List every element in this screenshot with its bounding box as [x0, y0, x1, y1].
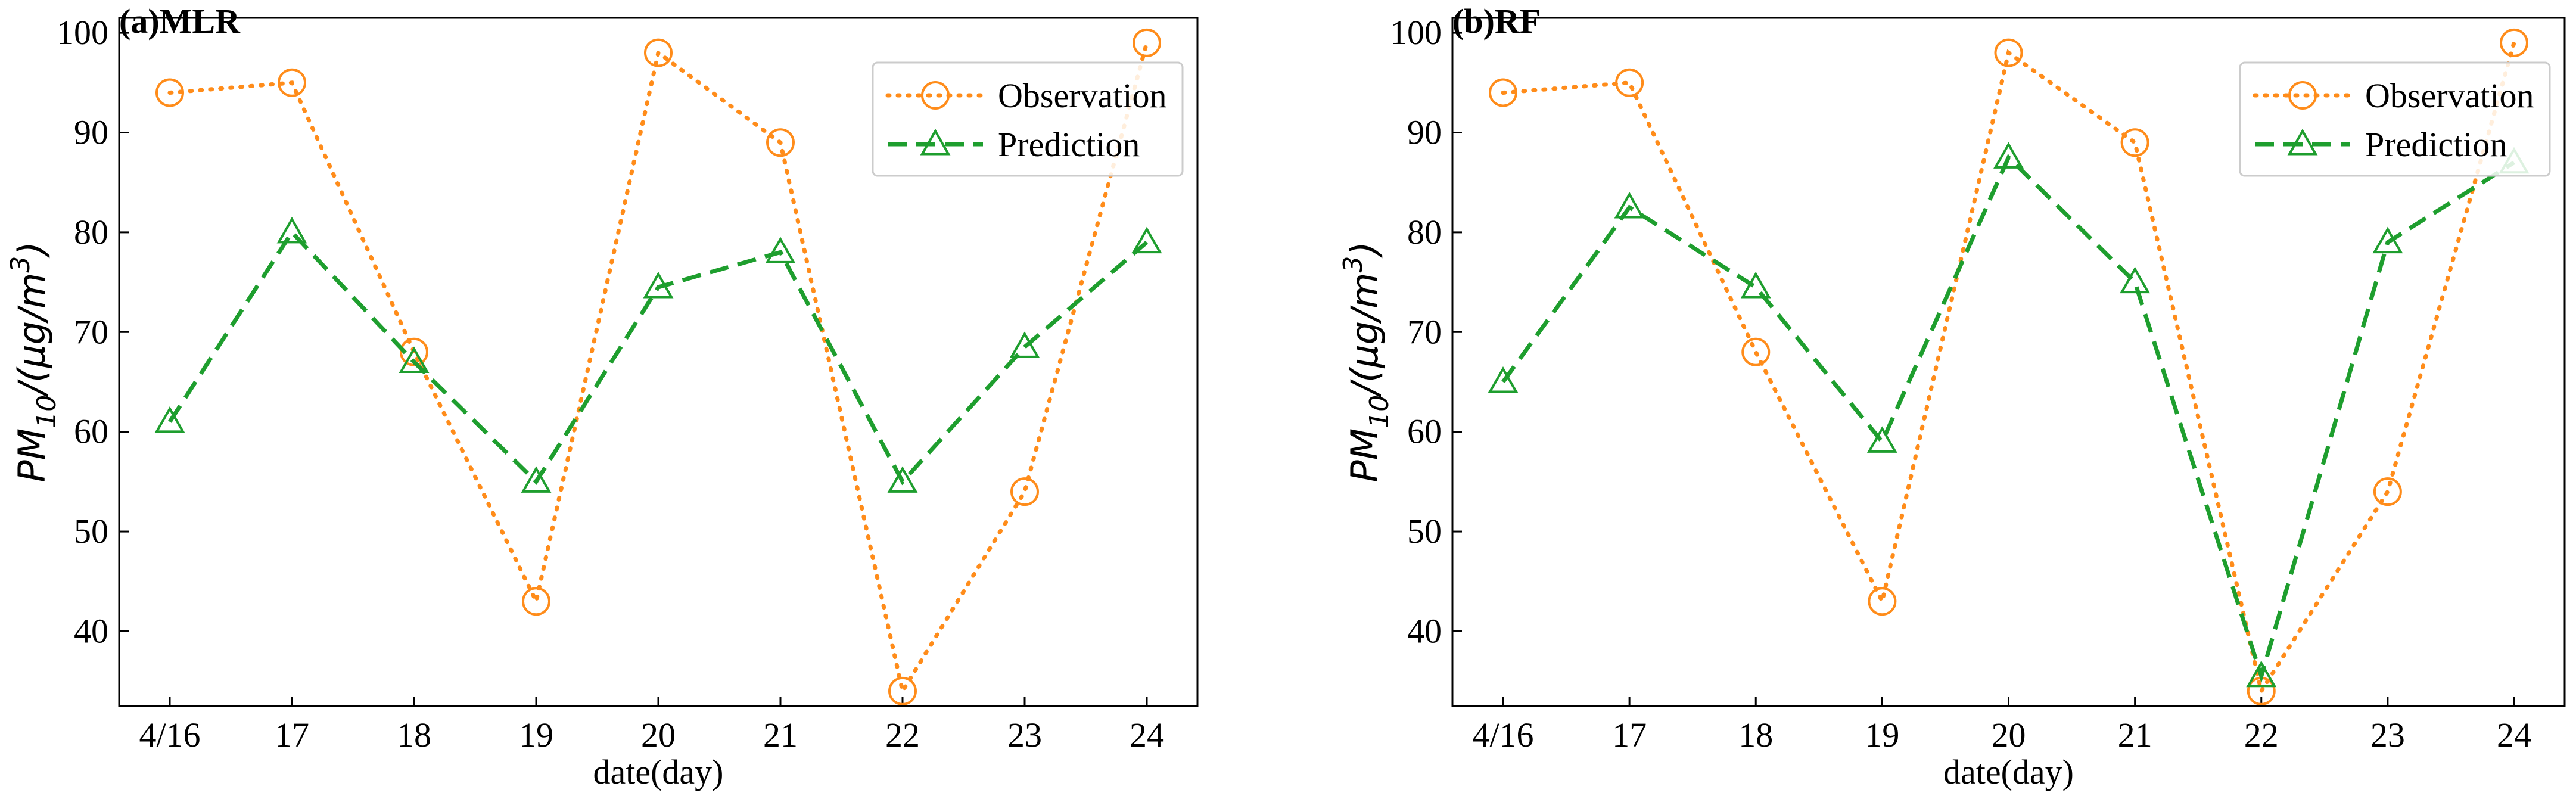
y-axis-label: PM10/(μg/m3) [1338, 241, 1395, 482]
legend-box [872, 61, 1184, 177]
x-tick-label: 4/16 [139, 716, 200, 754]
y-tick-label: 80 [74, 213, 108, 251]
observation-line [1501, 41, 2516, 697]
observation-point [644, 38, 673, 67]
chart-panel-rf: (b)RF 40 50 60 70 80 90 100 4/16 17 18 19 20 21 22 23 24… [1338, 2, 2566, 791]
legend-box [2239, 61, 2551, 177]
x-tick-label: 17 [1612, 716, 1647, 754]
observation-point [2120, 128, 2149, 157]
y-tick-label: 70 [74, 312, 108, 351]
y-tick-label: 80 [1407, 213, 1442, 251]
observation-point [278, 68, 306, 97]
y-tick-label: 100 [1390, 13, 1442, 52]
y-tick-label: 60 [1407, 412, 1442, 451]
prediction-point [1866, 426, 1897, 453]
y-tick-label: 90 [1407, 113, 1442, 152]
legend-prediction-marker [920, 128, 951, 156]
y-tick-label: 60 [74, 412, 108, 451]
x-tick-label: 23 [2370, 716, 2405, 754]
y-tick-label: 40 [1407, 611, 1442, 650]
y-tick-label: 100 [57, 13, 108, 52]
prediction-point [643, 271, 674, 299]
observation-point [1994, 38, 2023, 67]
x-tick-label: 20 [1992, 716, 2026, 754]
observation-point [2373, 477, 2402, 506]
legend-label: Observation [2365, 76, 2534, 115]
observation-point [400, 337, 428, 366]
legend-observation-marker [921, 81, 950, 110]
prediction-point [2372, 226, 2403, 254]
x-tick-label: 19 [519, 716, 553, 754]
prediction-point [887, 466, 918, 493]
observation-point [155, 78, 184, 107]
prediction-point [1131, 226, 1162, 254]
prediction-point [276, 216, 307, 244]
x-tick-label: 21 [2118, 716, 2152, 754]
x-axis-label: date(day) [593, 753, 724, 791]
observation-point [2500, 28, 2528, 57]
legend-label: Prediction [998, 125, 1140, 164]
x-tick-label: 17 [275, 716, 309, 754]
legend-prediction-marker [2287, 128, 2318, 156]
prediction-point [1488, 366, 1519, 393]
prediction-line [1501, 154, 2515, 683]
observation-point [1741, 337, 1771, 366]
legend-label: Observation [998, 76, 1167, 115]
x-tick-label: 4/16 [1472, 716, 1533, 754]
prediction-point [765, 237, 796, 263]
prediction-point [1993, 142, 2024, 169]
x-tick-label: 20 [641, 716, 676, 754]
observation-point [1010, 477, 1039, 506]
panel-title: (a)MLR [119, 2, 241, 41]
prediction-point [2120, 266, 2151, 294]
observation-line [167, 41, 1149, 697]
x-tick-label: 22 [2244, 716, 2279, 754]
legend-observation-marker [2288, 81, 2317, 110]
prediction-point [399, 346, 430, 373]
observation-point [522, 587, 550, 616]
y-tick-label: 50 [1407, 512, 1442, 551]
y-tick-label: 50 [74, 512, 108, 551]
chart-panel-mlr: (a)MLR 40 50 60 70 80 90 100 4/16 17 18 19 20 21 22 23 2… [5, 2, 1199, 791]
prediction-point [1614, 192, 1645, 219]
x-tick-label: 18 [397, 716, 431, 754]
panel-title: (b)RF [1452, 2, 1541, 41]
x-tick-label: 22 [885, 716, 920, 754]
observation-point [766, 128, 795, 157]
x-axis-label: date(day) [1943, 753, 2074, 791]
x-tick-label: 18 [1738, 716, 1773, 754]
observation-point [1615, 68, 1644, 97]
y-tick-label: 40 [74, 611, 108, 650]
y-tick-label: 70 [1407, 312, 1442, 351]
y-tick-label: 90 [74, 113, 108, 152]
prediction-point [2246, 660, 2277, 688]
x-tick-label: 24 [1130, 716, 1164, 754]
observation-point [888, 676, 917, 705]
x-tick-label: 24 [2497, 716, 2531, 754]
prediction-line [168, 229, 1149, 486]
x-tick-label: 23 [1007, 716, 1042, 754]
observation-point [1133, 28, 1161, 57]
prediction-point [1740, 271, 1771, 299]
prediction-point [154, 406, 185, 433]
observation-point [1868, 587, 1897, 616]
prediction-point [1009, 331, 1040, 358]
x-tick-label: 19 [1865, 716, 1899, 754]
prediction-point [521, 466, 552, 493]
y-axis-label: PM10/(μg/m3) [5, 241, 62, 482]
observation-point [1489, 78, 1517, 107]
x-tick-label: 21 [763, 716, 798, 754]
legend-label: Prediction [2365, 125, 2507, 164]
